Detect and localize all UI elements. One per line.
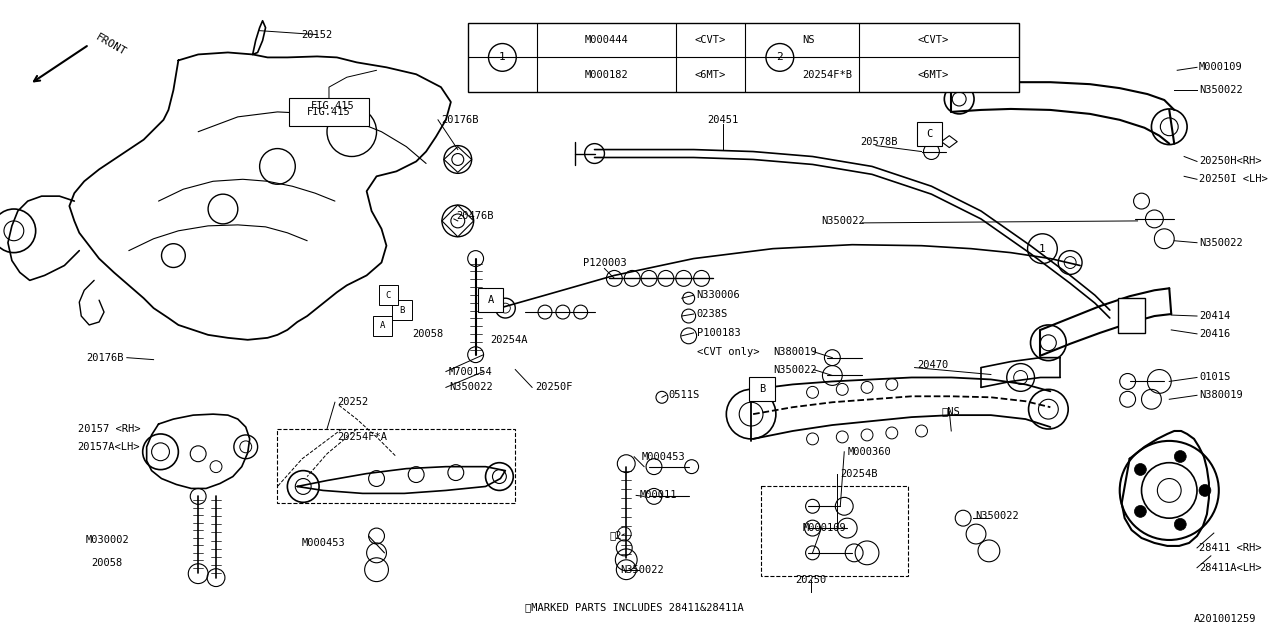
Text: C: C (385, 291, 392, 300)
Text: 20470: 20470 (918, 360, 948, 369)
Circle shape (1174, 518, 1187, 531)
Text: ※MARKED PARTS INCLUDES 28411&28411A: ※MARKED PARTS INCLUDES 28411&28411A (525, 602, 744, 612)
Text: 0238S: 0238S (696, 309, 728, 319)
Text: P100183: P100183 (696, 328, 740, 338)
Text: A: A (380, 321, 385, 330)
Text: 20476B: 20476B (456, 211, 493, 221)
Text: 20058: 20058 (91, 558, 123, 568)
Text: M00011: M00011 (639, 490, 677, 500)
Text: M000444: M000444 (585, 35, 628, 45)
Circle shape (1134, 506, 1147, 517)
Text: FIG.415: FIG.415 (311, 101, 355, 111)
Text: 20414: 20414 (1199, 311, 1230, 321)
Text: 20416: 20416 (1199, 329, 1230, 339)
Text: 20157A<LH>: 20157A<LH> (78, 442, 141, 452)
Text: 20250F: 20250F (535, 382, 572, 392)
Text: 20058: 20058 (412, 329, 443, 339)
Bar (467, 23, 1019, 92)
Bar (278, 429, 516, 503)
Bar (372, 316, 393, 336)
Text: <6MT>: <6MT> (695, 70, 726, 80)
Text: 20250I <LH>: 20250I <LH> (1199, 174, 1267, 184)
Text: N380019: N380019 (773, 347, 817, 356)
Text: M000182: M000182 (585, 70, 628, 80)
Text: N350022: N350022 (773, 365, 817, 374)
Circle shape (1134, 463, 1147, 476)
Text: N350022: N350022 (449, 382, 493, 392)
Text: 1: 1 (499, 52, 506, 63)
Text: 20250: 20250 (795, 575, 826, 584)
Text: 20254A: 20254A (490, 335, 527, 345)
Text: 20250H<RH>: 20250H<RH> (1199, 156, 1262, 166)
Text: M000109: M000109 (803, 523, 846, 533)
Text: A201001259: A201001259 (1194, 614, 1257, 624)
Text: <CVT>: <CVT> (695, 35, 726, 45)
Text: M000453: M000453 (643, 452, 686, 461)
Bar (762, 486, 908, 575)
Text: 1: 1 (1039, 244, 1046, 253)
Text: FIG.415: FIG.415 (307, 107, 351, 117)
Text: 20176B: 20176B (440, 115, 479, 125)
Text: 20578B: 20578B (860, 136, 897, 147)
Text: FRONT: FRONT (95, 32, 128, 58)
Text: M000109: M000109 (1199, 62, 1243, 72)
Text: B: B (399, 305, 404, 315)
Bar (916, 122, 942, 146)
Text: 0511S: 0511S (669, 390, 700, 400)
Bar (393, 300, 412, 320)
Text: <CVT only>: <CVT only> (696, 347, 759, 356)
Text: A: A (488, 295, 494, 305)
Text: M030002: M030002 (86, 535, 129, 545)
Text: 20152: 20152 (302, 29, 333, 40)
Text: NS: NS (803, 35, 815, 45)
Text: N380019: N380019 (1199, 390, 1243, 400)
Bar (379, 285, 398, 305)
Text: 20254F*B: 20254F*B (803, 70, 852, 80)
Text: ※2: ※2 (609, 530, 622, 540)
Text: M700154: M700154 (449, 367, 493, 376)
Text: N330006: N330006 (696, 290, 740, 300)
Text: 20254B: 20254B (840, 468, 878, 479)
Text: N350022: N350022 (975, 511, 1019, 521)
Text: 28411A<LH>: 28411A<LH> (1199, 563, 1262, 573)
Circle shape (1174, 451, 1187, 463)
Text: N350022: N350022 (822, 216, 865, 226)
Text: <6MT>: <6MT> (918, 70, 948, 80)
Text: 20254F*A: 20254F*A (337, 432, 387, 442)
Text: C: C (927, 129, 933, 139)
Bar (477, 288, 503, 312)
Circle shape (1199, 484, 1211, 497)
Text: N350022: N350022 (621, 564, 664, 575)
Bar (1117, 298, 1146, 333)
Text: ※NS: ※NS (942, 406, 960, 416)
Text: 0101S: 0101S (1199, 372, 1230, 383)
Text: 28411 <RH>: 28411 <RH> (1199, 543, 1262, 553)
Text: 20451: 20451 (708, 115, 739, 125)
Text: <CVT>: <CVT> (918, 35, 948, 45)
Text: 20176B: 20176B (86, 353, 124, 363)
Text: M000453: M000453 (301, 538, 344, 548)
Text: N350022: N350022 (1199, 85, 1243, 95)
Text: 2: 2 (777, 52, 783, 63)
Text: B: B (759, 385, 765, 394)
Text: N350022: N350022 (1199, 237, 1243, 248)
Bar (289, 98, 369, 126)
Bar (749, 378, 774, 401)
Text: M000360: M000360 (847, 447, 891, 457)
Text: P120003: P120003 (582, 257, 626, 268)
Text: 20157 <RH>: 20157 <RH> (78, 424, 141, 434)
Text: 20252: 20252 (337, 397, 369, 407)
